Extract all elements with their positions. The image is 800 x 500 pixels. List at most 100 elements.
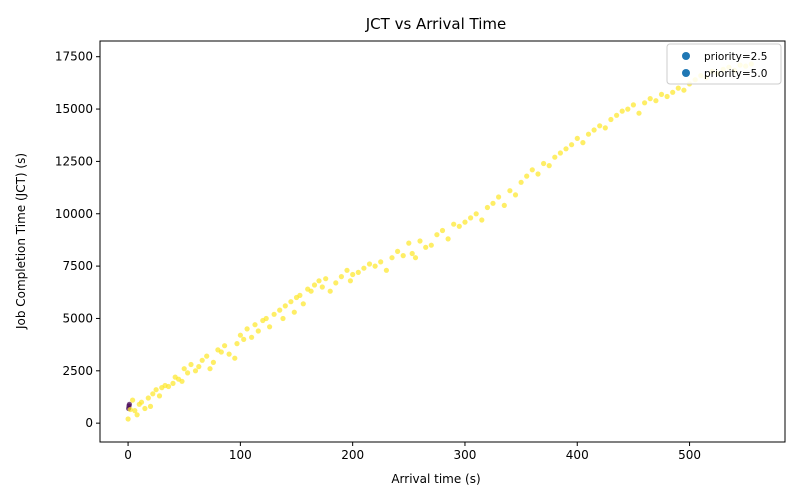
data-point-s1-116: [636, 110, 642, 116]
data-points: [125, 61, 754, 422]
legend-box: [666, 43, 782, 85]
data-point-s1-115: [630, 102, 637, 108]
data-point-s1-31: [222, 343, 228, 349]
data-point-s1-80: [434, 232, 440, 238]
data-point-s1-11: [153, 387, 159, 393]
data-point-s1-3: [132, 408, 138, 414]
y-axis-ticks: 0 2500 5000 7500 10000 12500 15000 17500: [55, 50, 100, 430]
data-point-s1-124: [681, 87, 687, 93]
legend-marker-1: [682, 69, 690, 77]
y-tick-label: 10000: [55, 207, 93, 221]
data-point-s1-114: [625, 106, 631, 112]
data-point-s1-2: [130, 397, 136, 403]
data-point-s1-55: [311, 282, 318, 288]
data-point-s1-60: [333, 280, 339, 286]
data-point-s1-99: [541, 160, 547, 167]
data-point-s1-86: [468, 215, 474, 221]
data-point-s1-89: [484, 204, 490, 211]
data-point-s1-45: [277, 307, 283, 313]
data-point-s1-8: [145, 395, 151, 401]
data-point-s1-119: [653, 98, 659, 104]
data-point-s1-77: [417, 238, 423, 244]
data-point-s1-84: [456, 223, 462, 229]
y-axis-label: Job Completion Time (JCT) (s): [14, 153, 28, 330]
data-point-s1-109: [597, 123, 603, 129]
data-point-s1-69: [378, 259, 384, 265]
data-point-s1-96: [524, 173, 530, 179]
data-point-s1-34: [234, 341, 240, 347]
data-point-s1-122: [670, 89, 676, 95]
data-point-s1-37: [244, 326, 250, 332]
data-point-s1-48: [288, 299, 294, 305]
data-point-s1-73: [400, 253, 406, 259]
data-point-s1-106: [580, 140, 586, 146]
data-point-s1-94: [512, 192, 519, 198]
data-point-s1-24: [196, 364, 202, 370]
data-point-s1-88: [479, 217, 485, 223]
data-point-s1-49: [291, 309, 297, 315]
data-point-s1-51: [297, 292, 303, 298]
data-point-s1-121: [664, 93, 670, 100]
y-tick-label: 0: [85, 416, 93, 430]
data-point-s1-92: [501, 202, 507, 208]
data-point-s1-72: [395, 248, 401, 254]
x-tick-label: 0: [124, 448, 132, 462]
data-point-s1-120: [658, 91, 665, 97]
data-point-s1-44: [271, 311, 277, 317]
legend-marker-0: [682, 52, 690, 60]
data-point-s1-47: [282, 303, 288, 309]
data-point-s1-81: [439, 227, 446, 234]
data-point-s1-112: [614, 112, 620, 118]
data-point-s1-100: [546, 163, 552, 169]
data-point-s1-91: [496, 194, 502, 200]
y-tick-label: 2500: [62, 364, 93, 378]
data-point-s1-6: [138, 399, 145, 405]
data-point-s1-10: [150, 391, 156, 397]
data-point-s1-16: [170, 380, 176, 386]
data-point-s1-4: [134, 412, 140, 418]
data-point-s1-42: [263, 315, 269, 322]
data-point-s1-59: [327, 288, 333, 294]
data-point-s1-36: [241, 336, 247, 342]
data-point-s1-66: [361, 265, 367, 271]
y-tick-label: 12500: [55, 154, 93, 168]
y-tick-label: 15000: [55, 102, 93, 116]
data-point-s1-21: [185, 370, 191, 376]
data-point-s1-76: [412, 255, 419, 261]
data-point-s1-101: [552, 154, 558, 160]
x-tick-label: 300: [454, 448, 477, 462]
data-point-s1-90: [490, 200, 496, 206]
y-tick-label: 7500: [62, 259, 93, 273]
x-axis-ticks: 0 100 200 300 400 500: [124, 442, 701, 462]
data-point-s1-62: [344, 267, 350, 273]
data-point-s1-39: [252, 322, 258, 328]
legend-label-0: priority=2.5: [704, 51, 767, 63]
data-point-s1-7: [142, 405, 148, 412]
data-point-s1-95: [518, 179, 524, 185]
data-point-s1-0: [125, 416, 131, 422]
data-point-s1-108: [591, 127, 597, 133]
x-tick-label: 100: [229, 448, 252, 462]
data-point-s1-19: [179, 378, 185, 384]
data-point-s1-52: [300, 301, 306, 307]
data-point-s1-15: [165, 383, 172, 390]
data-point-s1-74: [406, 240, 412, 246]
x-tick-label: 200: [341, 448, 364, 462]
data-point-s1-56: [316, 278, 322, 284]
data-point-s1-82: [445, 236, 451, 242]
data-point-s1-110: [602, 125, 608, 131]
data-point-s1-63: [347, 278, 353, 284]
data-point-s1-113: [619, 108, 625, 114]
data-point-s1-118: [647, 96, 653, 102]
data-point-s1-38: [249, 334, 255, 340]
plot-area-frame: [99, 40, 786, 443]
data-point-s1-93: [507, 188, 513, 194]
data-point-s1-104: [569, 142, 575, 148]
data-point-s1-105: [574, 135, 580, 141]
data-point-s1-61: [338, 274, 344, 280]
legend: priority=2.5 priority=5.0: [666, 43, 782, 85]
data-point-s1-83: [451, 221, 457, 227]
legend-label-1: priority=5.0: [704, 68, 767, 80]
data-point-s1-40: [255, 328, 261, 334]
data-point-s1-9: [147, 403, 154, 409]
